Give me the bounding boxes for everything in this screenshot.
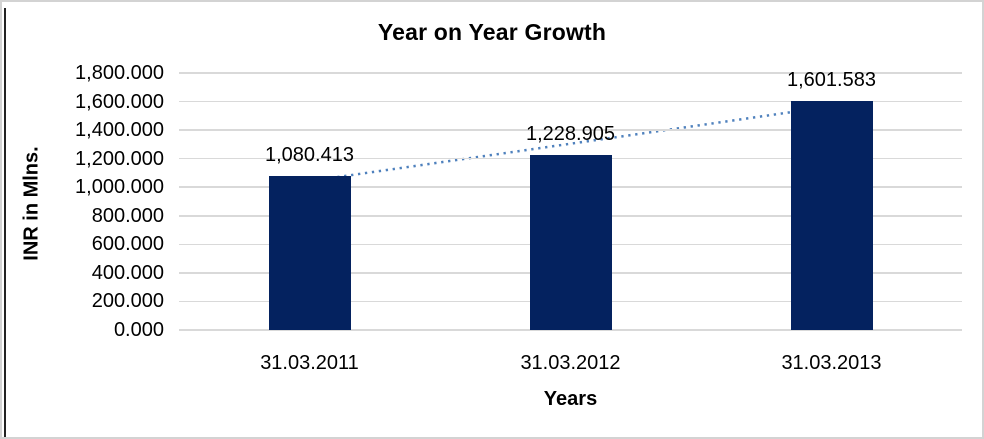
document-cell-border-line <box>4 8 6 437</box>
bar-31.03.2011[interactable] <box>268 175 351 330</box>
bar-data-label: 1,228.905 <box>526 122 615 145</box>
y-tick-label: 1,800.000 <box>75 62 164 84</box>
y-tick-label: 1,600.000 <box>75 90 164 113</box>
bar-data-label: 1,080.413 <box>265 143 354 166</box>
y-tick-label: 1,200.000 <box>75 147 164 170</box>
y-tick-label: 0.000 <box>113 319 164 341</box>
y-tick-label: 600.000 <box>91 233 164 256</box>
gridline <box>179 72 962 74</box>
x-tick-label: 31.03.2012 <box>520 352 621 374</box>
gridline <box>179 329 962 331</box>
bar-data-label: 1,601.583 <box>787 69 876 92</box>
bar-31.03.2012[interactable] <box>529 154 612 330</box>
bar-31.03.2013[interactable] <box>790 101 873 330</box>
chart-title: Year on Year Growth <box>377 19 607 45</box>
y-tick-label: 400.000 <box>91 261 164 284</box>
x-tick-label: 31.03.2011 <box>260 352 359 374</box>
x-axis-title: Years <box>543 388 598 410</box>
y-tick-label: 200.000 <box>91 290 164 313</box>
x-tick-label: 31.03.2013 <box>781 352 882 374</box>
gridline <box>179 129 962 131</box>
y-tick-label: 800.000 <box>91 204 164 227</box>
y-tick-label: 1,400.000 <box>75 119 164 142</box>
gridline <box>179 100 962 103</box>
y-tick-label: 1,000.000 <box>75 176 164 199</box>
